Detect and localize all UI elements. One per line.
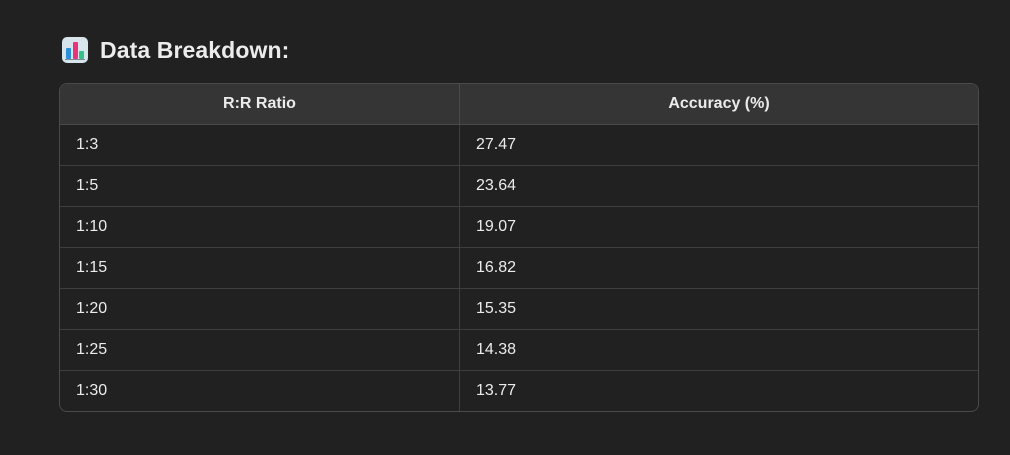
cell-accuracy: 14.38 (459, 329, 978, 371)
data-table: R:R Ratio Accuracy (%) 1:3 27.47 1:5 23.… (60, 84, 978, 411)
cell-rr-ratio: 1:10 (60, 206, 460, 248)
table-row: 1:30 13.77 (60, 370, 978, 411)
cell-rr-ratio: 1:3 (60, 124, 460, 166)
table-row: 1:10 19.07 (60, 206, 978, 248)
cell-accuracy: 19.07 (459, 206, 978, 248)
bar-chart-icon (62, 37, 88, 63)
table-row: 1:5 23.64 (60, 165, 978, 207)
table-header-row: R:R Ratio Accuracy (%) (60, 84, 978, 125)
cell-accuracy: 23.64 (459, 165, 978, 207)
column-header-rr-ratio: R:R Ratio (60, 84, 460, 125)
section-heading: Data Breakdown: (62, 34, 289, 66)
cell-accuracy: 16.82 (459, 247, 978, 289)
cell-accuracy: 27.47 (459, 124, 978, 166)
cell-rr-ratio: 1:5 (60, 165, 460, 207)
cell-rr-ratio: 1:15 (60, 247, 460, 289)
table-row: 1:15 16.82 (60, 247, 978, 289)
column-header-accuracy: Accuracy (%) (459, 84, 978, 125)
cell-rr-ratio: 1:25 (60, 329, 460, 371)
section-title: Data Breakdown: (100, 36, 290, 63)
cell-rr-ratio: 1:20 (60, 288, 460, 330)
table-row: 1:3 27.47 (60, 124, 978, 166)
data-table-container: R:R Ratio Accuracy (%) 1:3 27.47 1:5 23.… (59, 83, 979, 412)
cell-accuracy: 15.35 (459, 288, 978, 330)
cell-rr-ratio: 1:30 (60, 370, 460, 411)
cell-accuracy: 13.77 (476, 382, 517, 399)
table-row: 1:25 14.38 (60, 329, 978, 371)
table-row: 1:20 15.35 (60, 288, 978, 330)
